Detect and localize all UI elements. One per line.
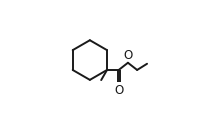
Text: O: O bbox=[124, 49, 133, 62]
Text: O: O bbox=[114, 84, 123, 97]
